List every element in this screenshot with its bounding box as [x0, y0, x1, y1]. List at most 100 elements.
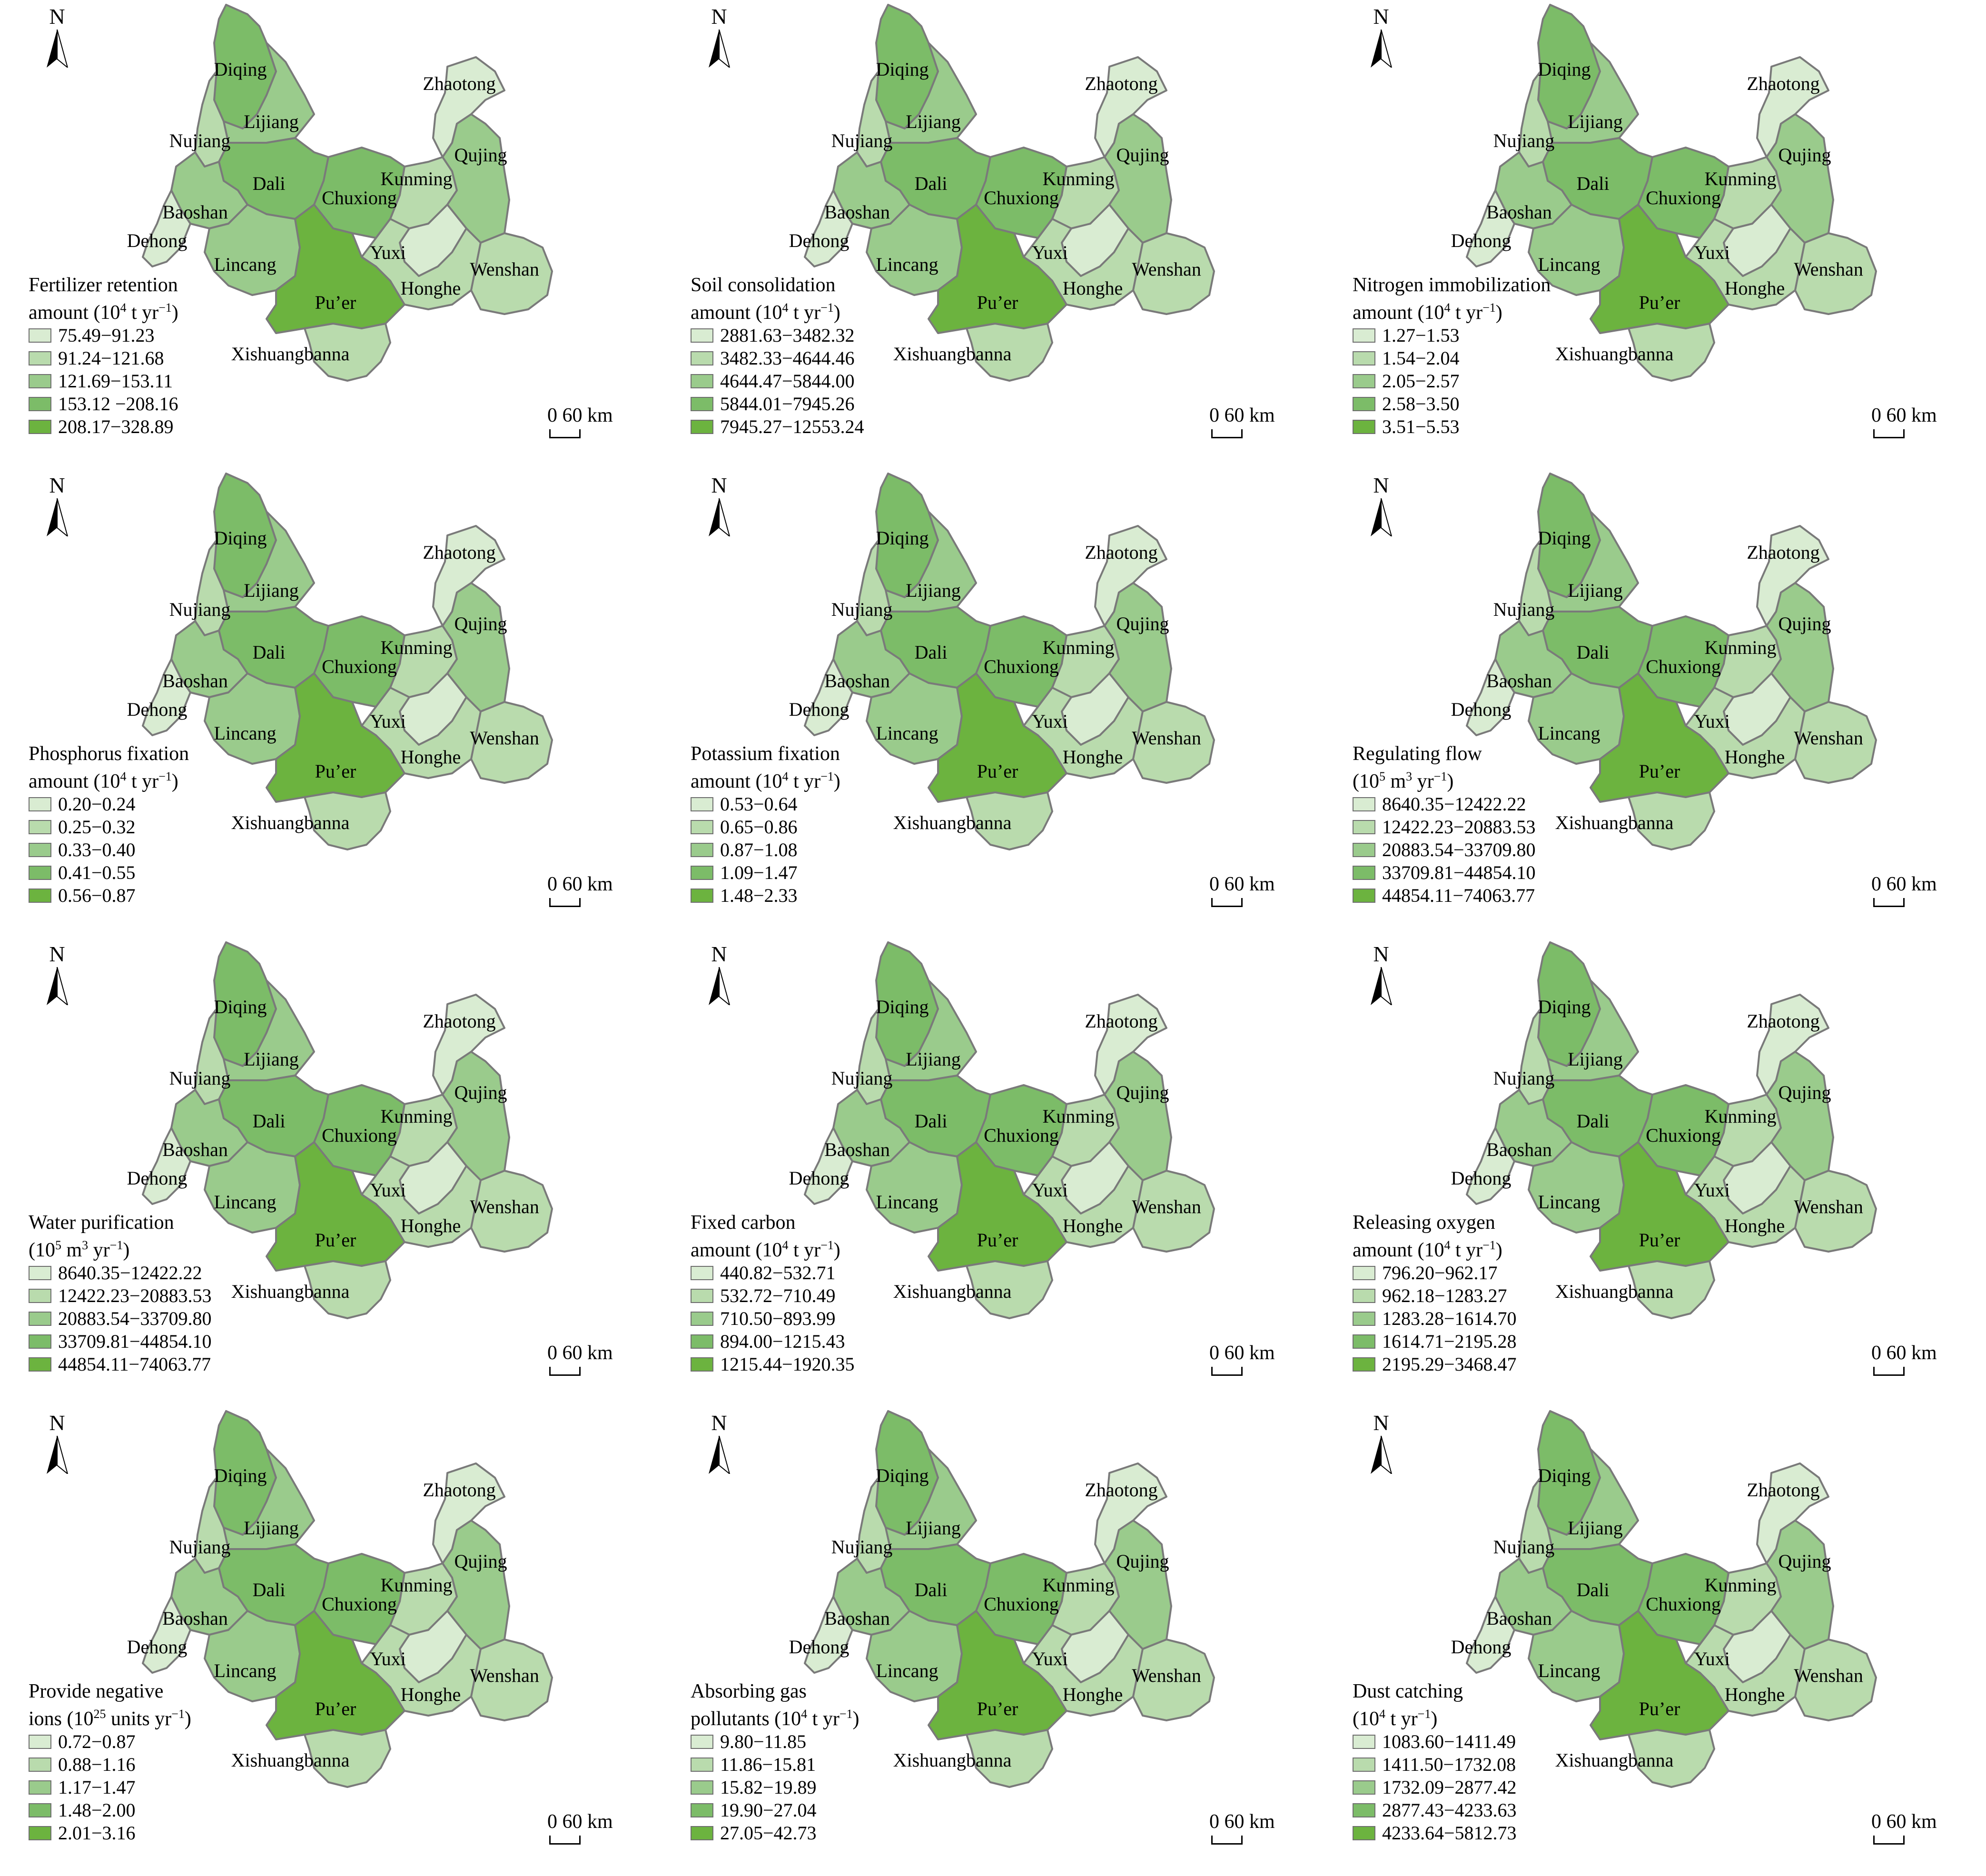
yunnan-map: Diqing Nujiang Lijiang Zhaotong Dali Chuxiong…	[1451, 473, 1877, 850]
north-label: N	[1373, 1411, 1389, 1435]
legend-swatch	[29, 1289, 51, 1303]
region-qujing	[442, 1051, 510, 1181]
legend-item: 75.49−91.23	[29, 324, 295, 347]
legend-label: 19.90−27.04	[720, 1799, 817, 1821]
legend-item: 4644.47−5844.00	[691, 370, 957, 393]
north-arrow: N	[1362, 1412, 1400, 1479]
region-label: Baoshan	[824, 201, 890, 223]
region-label: Nujiang	[169, 1536, 231, 1558]
region-label: Xishuangbanna	[1555, 343, 1674, 365]
legend-label: 1215.44−1920.35	[720, 1353, 855, 1375]
region-label: Lijiang	[1568, 1048, 1623, 1070]
region-xishuangbanna	[966, 323, 1053, 382]
region-label: Xishuangbanna	[1555, 1749, 1674, 1771]
region-label: Pu’er	[315, 1698, 356, 1719]
legend-swatch	[1353, 351, 1375, 365]
region-label: Pu’er	[1639, 1229, 1680, 1251]
legend-item: 4233.64−5812.73	[1353, 1822, 1619, 1845]
region-label: Lincang	[214, 1660, 276, 1681]
region-label: Honghe	[401, 746, 461, 768]
region-label: Diqing	[876, 1465, 929, 1486]
legend-title-line: amount (104 t yr−1)	[691, 770, 840, 792]
region-label: Qujing	[454, 144, 507, 166]
legend-label: 0.87−1.08	[720, 839, 798, 860]
region-label: Baoshan	[1486, 670, 1552, 691]
north-arrow-icon	[1371, 967, 1393, 1005]
legend-item: 1614.71−2195.28	[1353, 1330, 1619, 1353]
legend-title-line: Phosphorus fixation	[29, 743, 189, 765]
legend-title-line: (105 m3 yr−1)	[29, 1238, 130, 1261]
region-label: Kunming	[1704, 1574, 1776, 1596]
legend-swatch	[1353, 866, 1375, 880]
region-dehong	[804, 658, 853, 736]
region-label: Qujing	[1116, 613, 1169, 634]
legend-title-line: Fertilizer retention	[29, 274, 178, 296]
region-label: Honghe	[1725, 746, 1785, 768]
legend-swatch	[1353, 1735, 1375, 1749]
legend-swatch	[1353, 328, 1375, 343]
scale-label: 0 60 km	[547, 873, 613, 895]
north-arrow: N	[1362, 943, 1400, 1010]
scale-label: 0 60 km	[547, 1811, 613, 1833]
region-label: Dehong	[789, 230, 850, 251]
region-label: Wenshan	[1132, 727, 1201, 749]
legend-title-line: Dust catching	[1353, 1680, 1463, 1702]
region-label: Zhaotong	[1085, 1010, 1157, 1032]
region-label: Lijiang	[244, 580, 299, 601]
region-label: Honghe	[1063, 1684, 1123, 1705]
region-qujing	[1766, 113, 1834, 244]
legend-swatch	[1353, 374, 1375, 388]
north-label: N	[1373, 942, 1389, 966]
region-label: Yuxi	[1694, 1179, 1730, 1201]
region-label: Diqing	[214, 1465, 267, 1486]
north-label: N	[49, 473, 65, 497]
legend-item: 0.33−0.40	[29, 839, 295, 861]
legend-swatch	[1353, 820, 1375, 834]
region-qujing	[1766, 1051, 1834, 1181]
legend-swatch	[29, 1266, 51, 1280]
scale-bar: 0 60 km	[547, 873, 642, 911]
region-label: Chuxiong	[984, 1125, 1059, 1146]
region-label: Diqing	[1538, 1465, 1591, 1486]
map-panel: Diqing Nujiang Lijiang Zhaotong Dali Chuxiong…	[662, 469, 1324, 938]
legend-label: 0.25−0.32	[58, 816, 136, 838]
legend: Phosphorus fixation amount (104 t yr−1) 0.…	[29, 742, 295, 907]
region-label: Diqing	[1538, 59, 1591, 80]
scale-bar: 0 60 km	[1209, 405, 1304, 443]
legend-swatch	[29, 420, 51, 434]
legend-label: 2.58−3.50	[1382, 393, 1460, 415]
region-label: Honghe	[401, 277, 461, 299]
legend-swatch	[1353, 797, 1375, 811]
scale-label: 0 60 km	[1871, 1342, 1937, 1364]
legend-swatch	[1353, 1289, 1375, 1303]
north-arrow-icon	[709, 30, 731, 68]
legend-item: 44854.11−74063.77	[29, 1353, 295, 1376]
legend-swatch	[691, 1289, 713, 1303]
legend-swatch	[1353, 1758, 1375, 1772]
legend-swatch	[29, 797, 51, 811]
legend-item: 1.54−2.04	[1353, 347, 1619, 370]
yunnan-map: Diqing Nujiang Lijiang Zhaotong Dali Chuxiong…	[127, 473, 553, 850]
legend-item: 20883.54−33709.80	[1353, 839, 1619, 861]
north-arrow: N	[38, 1412, 76, 1479]
region-label: Lincang	[876, 254, 938, 275]
region-label: Pu’er	[977, 1698, 1018, 1719]
region-label: Dali	[915, 1579, 948, 1600]
legend-swatch	[691, 797, 713, 811]
region-label: Nujiang	[169, 130, 231, 151]
legend-swatch	[691, 866, 713, 880]
legend-title-line: amount (104 t yr−1)	[691, 1238, 840, 1261]
legend-swatch	[29, 820, 51, 834]
legend-item: 33709.81−44854.10	[1353, 861, 1619, 884]
region-label: Chuxiong	[322, 656, 397, 677]
region-label: Lincang	[214, 1191, 276, 1213]
legend-title: Nitrogen immobilization amount (104 t yr−…	[1353, 274, 1619, 324]
legend-swatch	[1353, 1357, 1375, 1372]
region-label: Baoshan	[824, 1139, 890, 1160]
region-label: Chuxiong	[984, 187, 1059, 208]
region-label: Yuxi	[1032, 1648, 1068, 1669]
region-dehong	[142, 658, 191, 736]
legend-title-line: Fixed carbon	[691, 1212, 796, 1234]
legend: Water purification (105 m3 yr−1) 8640.35−1…	[29, 1211, 295, 1376]
region-label: Xishuangbanna	[231, 812, 350, 833]
